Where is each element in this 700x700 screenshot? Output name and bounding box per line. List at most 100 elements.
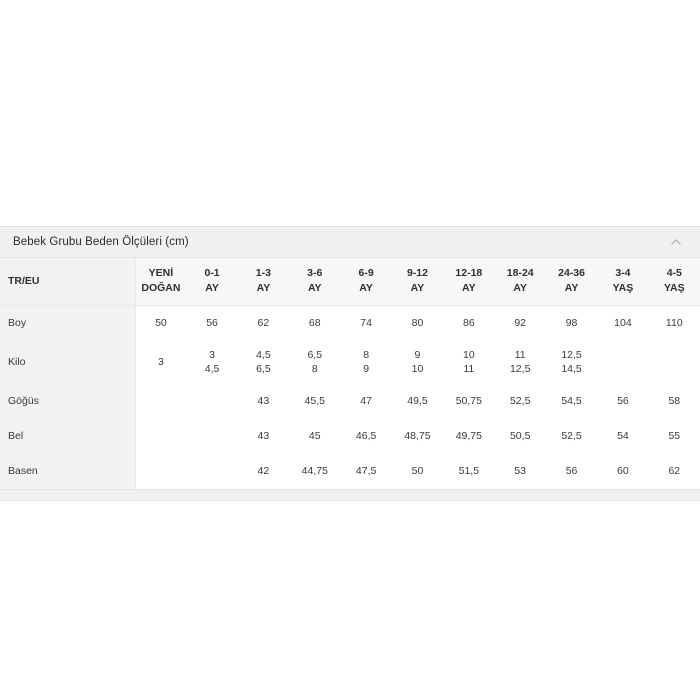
table-cell: 50 [135,305,187,340]
table-cell: 56 [545,454,598,490]
table-cell: 53 [494,454,546,490]
column-header-line2: AY [564,282,579,295]
column-header-line1: 1-3 [255,267,271,280]
column-header-line2: AY [513,282,527,295]
table-head: TR/EU YENİ DOĞAN 0-1 AY 1-3 AY [0,258,700,306]
table-cell: 11 12,5 [494,340,546,384]
cell-value: 58 [668,395,681,408]
cell-value-max: 14,5 [561,363,582,375]
cell-value: 50 [155,316,167,329]
table-cell: 92 [494,305,546,340]
table-cell: 56 [597,384,649,419]
cell-value: 56 [617,395,629,408]
table-cell: 50,75 [443,384,495,419]
cell-value: 54 [617,430,629,443]
table-cell [597,340,649,384]
table-row: Bel 43 45 46,5 48,75 49,75 50,5 52,5 54 … [0,419,700,454]
table-row: Kilo 3 3 4,5 4,5 6,5 6,5 8 [0,340,700,384]
cell-value: 44,75 [301,465,328,478]
column-header-line2: AY [307,282,322,295]
table-cell: 55 [648,419,700,454]
table-cell: 42 [237,454,290,490]
row-label-basen: Basen [0,454,136,490]
chevron-up-icon[interactable] [668,234,684,250]
table-cell: 50,5 [494,419,546,454]
table-cell: 104 [597,305,649,340]
table-cell: 12,5 14,5 [545,340,598,384]
table-row: Boy 50 56 62 68 74 80 86 92 98 104 110 [0,305,700,340]
column-header-4-5-yas: 4-5 YAŞ [648,258,700,306]
cell-value: 51,5 [458,465,480,478]
cell-value: 56 [565,465,578,478]
table-cell: 48,75 [391,419,444,454]
cell-value: 60 [617,465,629,478]
table-cell: 3 [135,340,187,384]
table-cell [135,384,187,419]
column-header-3-6-ay: 3-6 AY [289,258,341,306]
cell-value-min: 4,5 [256,348,271,361]
size-chart-panel-header[interactable]: Bebek Grubu Beden Ölçüleri (cm) [0,226,700,258]
cell-value: 98 [565,316,578,329]
cell-value: 43 [257,395,270,408]
column-header-line1: 3-6 [307,267,323,280]
table-cell: 74 [340,305,392,340]
cell-value: 86 [462,316,475,329]
table-cell: 8 9 [340,340,392,384]
cell-value-min: 9 [414,348,421,361]
table-cell: 62 [648,454,700,490]
table-cell: 50 [391,454,444,490]
cell-value-max: 11 [463,363,475,375]
column-header-line2: YAŞ [663,282,685,295]
cell-value: 68 [308,316,321,329]
table-cell: 9 10 [391,340,444,384]
cell-value: 47 [360,395,372,408]
table-cell: 44,75 [289,454,341,490]
panel-footer-divider [0,489,700,501]
table-row: Basen 42 44,75 47,5 50 51,5 53 56 60 62 [0,454,700,490]
column-header-line1: 9-12 [406,267,428,280]
table-cell: 56 [186,305,238,340]
table-cell: 80 [391,305,444,340]
cell-value-max: 4,5 [204,363,220,375]
cell-value: 46,5 [355,430,377,443]
column-header-line2: YAŞ [612,282,634,295]
row-label-bel: Bel [0,419,136,454]
table-cell: 52,5 [494,384,546,419]
cell-value: 62 [668,465,681,478]
cell-value: 54,5 [561,395,582,408]
table-cell: 3 4,5 [186,340,238,384]
table-cell: 110 [648,305,700,340]
cell-value-max: 10 [411,363,424,375]
cell-value: 45 [308,430,321,443]
cell-value: 50,75 [455,395,482,408]
table-cell: 46,5 [340,419,392,454]
cell-value: 49,75 [455,430,482,443]
table-header-row: TR/EU YENİ DOĞAN 0-1 AY 1-3 AY [0,258,700,306]
cell-value: 52,5 [509,395,531,408]
table-cell: 68 [289,305,341,340]
size-chart-table: TR/EU YENİ DOĞAN 0-1 AY 1-3 AY [0,258,700,490]
cell-value-min: 6,5 [307,348,323,361]
table-cell: 86 [443,305,495,340]
column-header-line1: 4-5 [666,267,682,280]
column-header-label: TR/EU [8,274,40,287]
cell-value: 55 [668,430,681,443]
column-header-line2: AY [462,282,476,295]
column-header-yeni-dogan: YENİ DOĞAN [135,258,187,306]
table-row: Göğüs 43 45,5 47 49,5 50,75 52,5 54,5 56… [0,384,700,419]
table-cell: 98 [545,305,598,340]
cell-value: 53 [514,465,527,478]
cell-value-min: 11 [514,348,526,361]
cell-value: 62 [257,316,270,329]
column-header-line1: 24-36 [558,267,585,280]
column-header-line1: 3-4 [615,267,631,280]
size-chart-panel: Bebek Grubu Beden Ölçüleri (cm) TR/EU [0,226,700,501]
column-header-line1: 6-9 [358,267,374,280]
column-header-0-1-ay: 0-1 AY [186,258,238,306]
table-cell [186,384,238,419]
table-cell: 54 [597,419,649,454]
cell-value-min: 10 [462,348,475,361]
table-cell: 43 [237,419,290,454]
table-cell: 6,5 8 [289,340,341,384]
column-header-3-4-yas: 3-4 YAŞ [597,258,649,306]
